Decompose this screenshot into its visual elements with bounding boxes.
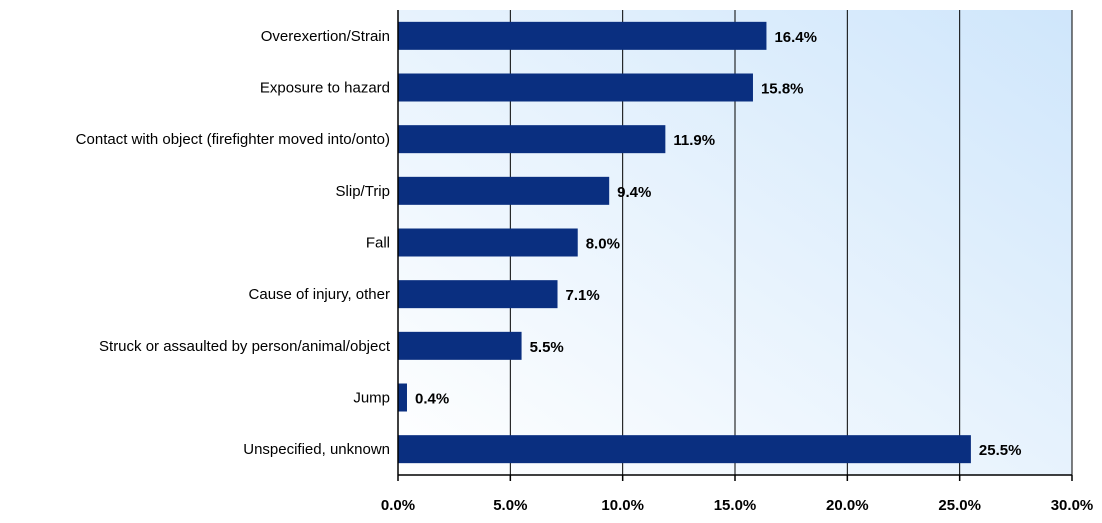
category-label: Overexertion/Strain — [261, 28, 390, 45]
value-label: 15.8% — [761, 81, 804, 98]
category-label: Cause of injury, other — [249, 286, 390, 303]
bar — [398, 73, 753, 102]
axes — [397, 10, 1073, 481]
category-label: Slip/Trip — [336, 183, 390, 200]
value-label: 7.1% — [566, 287, 600, 304]
x-tick-label: 10.0% — [601, 497, 644, 514]
bar — [398, 383, 407, 412]
value-label: 5.5% — [530, 339, 564, 356]
value-label: 25.5% — [979, 442, 1022, 459]
value-label: 8.0% — [586, 236, 620, 253]
value-label: 0.4% — [415, 391, 449, 408]
value-labels: 16.4% 15.8% 11.9% 9.4% 8.0% 7.1% 5.5% 0.4% 25.5% — [415, 29, 1021, 459]
x-tick-label: 25.0% — [938, 497, 981, 514]
x-tick-label: 0.0% — [381, 497, 415, 514]
value-label: 9.4% — [617, 184, 651, 201]
x-tick-label: 20.0% — [826, 497, 869, 514]
x-tick-label: 30.0% — [1051, 497, 1094, 514]
bar — [398, 125, 666, 154]
x-tick-label: 5.0% — [493, 497, 527, 514]
value-label: 11.9% — [673, 132, 715, 149]
bar — [398, 176, 610, 205]
bar — [398, 228, 578, 257]
category-labels: Overexertion/Strain Exposure to hazard Con… — [76, 28, 391, 458]
bar — [398, 280, 558, 309]
category-label: Exposure to hazard — [260, 80, 390, 97]
bar — [398, 21, 767, 50]
category-label: Unspecified, unknown — [243, 441, 390, 458]
category-label: Fall — [366, 235, 390, 252]
category-label: Struck or assaulted by person/animal/obj… — [99, 338, 391, 355]
bars — [398, 21, 971, 464]
category-label: Contact with object (firefighter moved i… — [76, 131, 390, 148]
category-label: Jump — [353, 390, 390, 407]
bar — [398, 331, 522, 360]
bar — [398, 435, 971, 464]
x-tick-label: 15.0% — [714, 497, 757, 514]
value-label: 16.4% — [774, 29, 817, 46]
x-tick-labels: 0.0% 5.0% 10.0% 15.0% 20.0% 25.0% 30.0% — [381, 497, 1093, 514]
